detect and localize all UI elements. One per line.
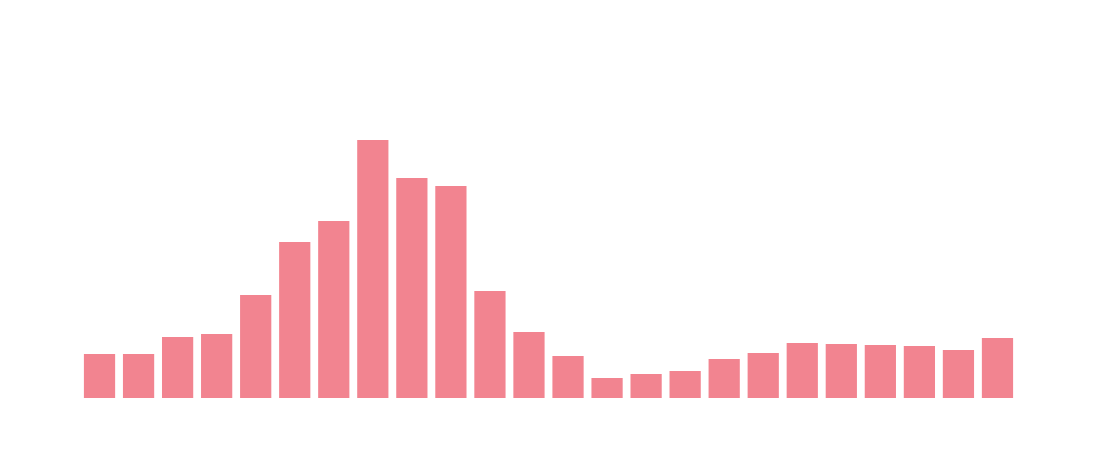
bar — [435, 186, 467, 398]
bar — [786, 343, 818, 398]
bar — [83, 354, 116, 398]
bar — [591, 378, 623, 398]
bar — [981, 338, 1014, 398]
bar — [942, 350, 975, 398]
bar — [630, 374, 662, 398]
bar — [201, 334, 233, 398]
bar — [357, 140, 389, 398]
bar — [903, 346, 936, 398]
bar — [279, 242, 311, 398]
bar — [240, 295, 272, 398]
bar — [552, 356, 584, 398]
bar — [513, 332, 545, 398]
bar — [161, 337, 194, 398]
bar — [864, 345, 896, 398]
bar — [318, 221, 350, 398]
bar — [396, 178, 428, 398]
bar — [122, 354, 155, 398]
bar — [669, 371, 701, 398]
bar — [747, 353, 779, 398]
bar — [825, 344, 857, 398]
bar — [708, 359, 740, 398]
bar — [474, 291, 506, 398]
